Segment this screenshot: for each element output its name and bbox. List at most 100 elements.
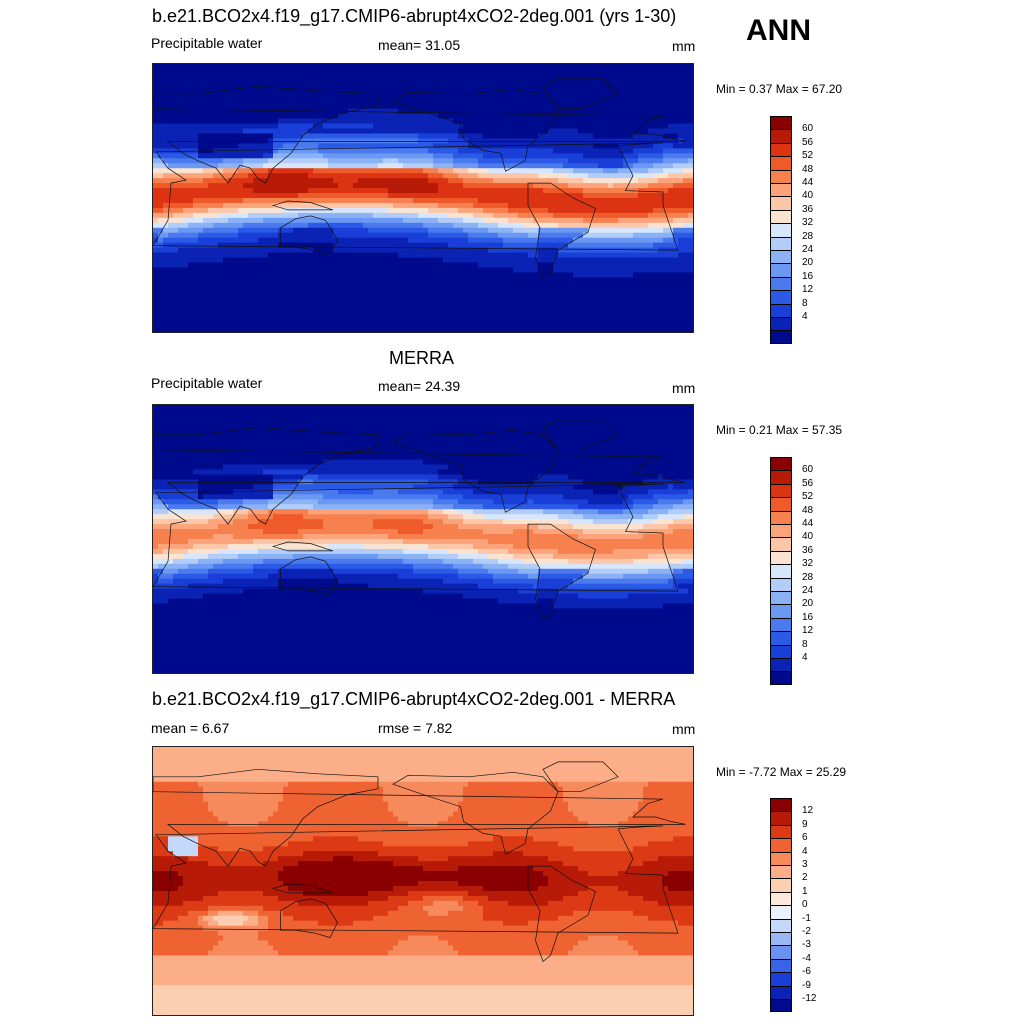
field-cell bbox=[463, 895, 489, 902]
field-cell bbox=[368, 890, 409, 897]
field-cell bbox=[548, 128, 579, 135]
field-cell bbox=[518, 588, 539, 595]
field-cell bbox=[248, 514, 274, 520]
field-cell bbox=[363, 543, 429, 550]
field-cell bbox=[398, 573, 459, 580]
field-cell bbox=[508, 900, 549, 907]
field-cell bbox=[653, 504, 674, 510]
field-cell bbox=[548, 207, 654, 214]
field-cell bbox=[478, 262, 539, 269]
field-cell bbox=[573, 272, 634, 279]
field-cell bbox=[433, 504, 454, 510]
field-cell bbox=[533, 583, 539, 590]
field-cell bbox=[533, 529, 584, 535]
field-cell bbox=[478, 198, 693, 204]
field-cell bbox=[588, 173, 634, 179]
field-cell bbox=[388, 534, 579, 540]
field-cell bbox=[268, 252, 399, 259]
field-cell bbox=[568, 558, 634, 565]
field-cell bbox=[243, 158, 269, 164]
field-cell bbox=[153, 327, 693, 332]
field-cell bbox=[158, 232, 169, 239]
field-cell bbox=[303, 890, 369, 897]
field-cell bbox=[153, 965, 693, 971]
field-cell bbox=[538, 237, 574, 244]
field-cell bbox=[673, 504, 693, 510]
field-cell bbox=[203, 593, 464, 600]
field-cell bbox=[263, 163, 329, 169]
field-cell bbox=[628, 519, 654, 525]
field-cell bbox=[153, 464, 224, 471]
field-cell bbox=[618, 935, 693, 942]
field-cell bbox=[483, 514, 559, 520]
field-cell bbox=[183, 553, 209, 560]
field-cell bbox=[458, 173, 479, 179]
field-cell bbox=[153, 876, 184, 882]
field-cell bbox=[323, 459, 424, 466]
field-cell bbox=[318, 148, 429, 154]
field-cell bbox=[538, 588, 559, 595]
field-cell bbox=[483, 504, 579, 510]
field-cell bbox=[398, 940, 449, 947]
field-cell bbox=[533, 866, 579, 872]
coastline bbox=[153, 483, 679, 592]
field-cell bbox=[353, 920, 504, 927]
field-cell bbox=[153, 252, 269, 259]
field-cell bbox=[258, 915, 269, 922]
field-cell bbox=[163, 173, 214, 179]
field-cell bbox=[163, 242, 219, 249]
field-cell bbox=[373, 915, 484, 922]
field-cell bbox=[513, 529, 534, 535]
field-cell bbox=[468, 841, 559, 847]
field-cell bbox=[323, 494, 439, 500]
colorbar-tick-label: 12 bbox=[802, 284, 814, 296]
field-cell bbox=[243, 910, 259, 917]
field-cell bbox=[463, 494, 564, 500]
field-cell bbox=[668, 509, 693, 515]
field-cell bbox=[188, 539, 254, 545]
field-cell bbox=[183, 207, 209, 214]
field-cell bbox=[573, 168, 604, 174]
field-cell bbox=[538, 173, 569, 179]
field-cell bbox=[153, 469, 194, 476]
field-cell bbox=[153, 756, 693, 763]
field-cell bbox=[473, 202, 509, 209]
colorbar-tick-label: 32 bbox=[802, 217, 814, 229]
field-cell bbox=[568, 242, 654, 249]
field-cell bbox=[268, 504, 314, 510]
field-cell bbox=[638, 153, 664, 159]
field-cell bbox=[598, 163, 624, 169]
field-cell bbox=[368, 227, 429, 234]
field-cell bbox=[463, 227, 489, 234]
field-cell bbox=[638, 801, 693, 808]
field-cell bbox=[488, 553, 514, 560]
field-cell bbox=[153, 198, 194, 204]
field-cell bbox=[638, 188, 669, 194]
field-cell bbox=[488, 247, 539, 254]
field-cell bbox=[548, 881, 664, 887]
field-cell bbox=[198, 781, 289, 788]
field-cell bbox=[308, 188, 389, 194]
field-cell bbox=[218, 920, 244, 927]
field-cell bbox=[278, 876, 549, 882]
field-cell bbox=[578, 534, 644, 540]
colorbar-swatch bbox=[770, 457, 792, 471]
field-cell bbox=[688, 588, 693, 595]
field-cell bbox=[208, 573, 269, 580]
coastline bbox=[542, 761, 619, 793]
field-cell bbox=[283, 881, 419, 887]
field-cell bbox=[578, 816, 629, 823]
field-cell bbox=[668, 578, 674, 585]
field-cell bbox=[448, 514, 464, 520]
coastline bbox=[153, 426, 686, 525]
field-cell bbox=[233, 534, 304, 540]
field-cell bbox=[668, 173, 693, 179]
field-cell bbox=[558, 915, 649, 922]
field-cell bbox=[153, 93, 693, 100]
field-cell bbox=[678, 242, 693, 249]
field-cell bbox=[153, 558, 174, 565]
colorbar-swatch bbox=[770, 564, 792, 578]
field-cell bbox=[273, 514, 304, 520]
field-cell bbox=[153, 543, 159, 550]
field-cell bbox=[278, 856, 334, 862]
